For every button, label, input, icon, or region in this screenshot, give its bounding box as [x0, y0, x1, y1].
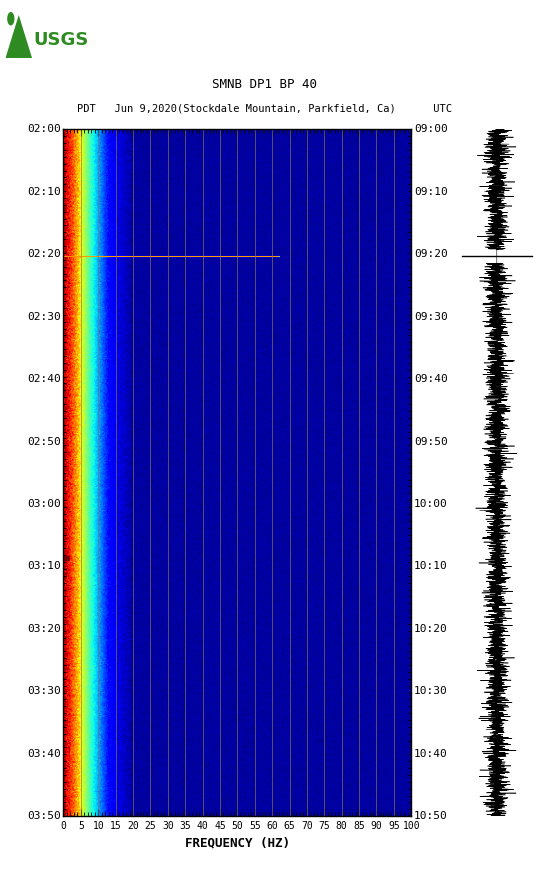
Text: 02:50: 02:50 [27, 436, 61, 447]
Text: 10:10: 10:10 [414, 561, 448, 572]
Text: 03:40: 03:40 [27, 748, 61, 759]
Text: 10:50: 10:50 [414, 811, 448, 822]
Text: 09:50: 09:50 [414, 436, 448, 447]
Text: PDT   Jun 9,2020(Stockdale Mountain, Parkfield, Ca)      UTC: PDT Jun 9,2020(Stockdale Mountain, Parkf… [77, 103, 453, 114]
Text: 09:20: 09:20 [414, 249, 448, 260]
Text: 02:10: 02:10 [27, 186, 61, 197]
Text: SMNB DP1 BP 40: SMNB DP1 BP 40 [213, 78, 317, 91]
Text: 03:20: 03:20 [27, 624, 61, 634]
Text: 03:30: 03:30 [27, 686, 61, 697]
Text: 10:30: 10:30 [414, 686, 448, 697]
Circle shape [7, 12, 14, 26]
Text: 02:00: 02:00 [27, 124, 61, 135]
Text: 09:00: 09:00 [414, 124, 448, 135]
X-axis label: FREQUENCY (HZ): FREQUENCY (HZ) [185, 837, 290, 849]
Text: 10:20: 10:20 [414, 624, 448, 634]
Text: 03:00: 03:00 [27, 499, 61, 509]
Text: 09:10: 09:10 [414, 186, 448, 197]
Text: 10:40: 10:40 [414, 748, 448, 759]
Text: 03:50: 03:50 [27, 811, 61, 822]
Text: 10:00: 10:00 [414, 499, 448, 509]
Polygon shape [6, 15, 32, 58]
Text: 02:40: 02:40 [27, 374, 61, 384]
Text: 02:20: 02:20 [27, 249, 61, 260]
Text: 03:10: 03:10 [27, 561, 61, 572]
Text: 09:30: 09:30 [414, 311, 448, 322]
Text: 09:40: 09:40 [414, 374, 448, 384]
Text: USGS: USGS [33, 30, 89, 48]
Text: 02:30: 02:30 [27, 311, 61, 322]
